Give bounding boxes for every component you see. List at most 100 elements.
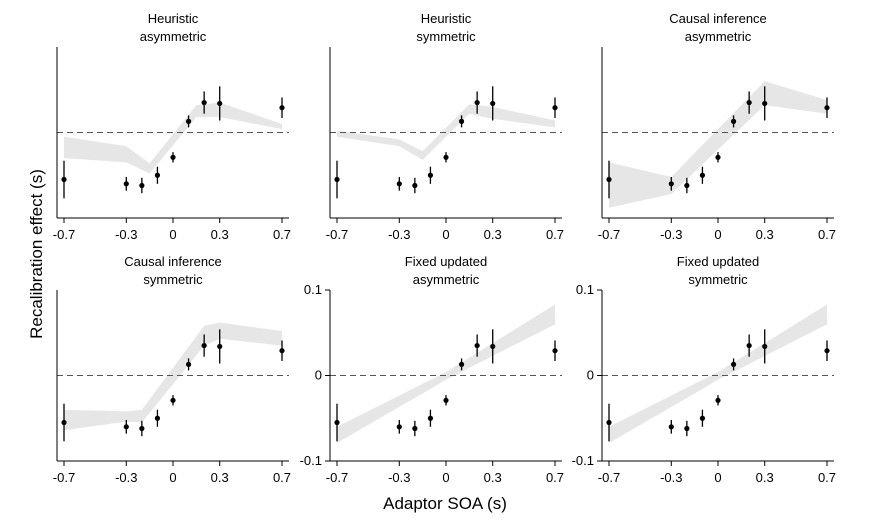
- data-point: [490, 100, 496, 107]
- panel-5: Fixed updated asymmetric -0.7 -0.3 0 0.3 0.7 -0…: [300, 254, 564, 485]
- data-point: [606, 176, 612, 183]
- x-tick-label: 0.3: [484, 470, 502, 485]
- data-point: [668, 181, 674, 187]
- data-point: [746, 342, 752, 349]
- y-tick-label: 0: [587, 368, 594, 383]
- data-point: [412, 425, 418, 432]
- data-point: [458, 361, 465, 367]
- panel-title-line: Fixed updated: [405, 254, 487, 269]
- y-tick-label: -0.1: [300, 453, 322, 468]
- data-point: [684, 425, 690, 432]
- data-point: [154, 172, 161, 178]
- data-point: [715, 154, 721, 160]
- panel-title-line: symmetric: [143, 272, 203, 287]
- model-band: [609, 304, 827, 444]
- x-tick-label: 0: [442, 227, 449, 242]
- data-point: [458, 118, 465, 124]
- data-point: [427, 415, 434, 421]
- data-point: [699, 172, 706, 178]
- panel-1: Heuristic asymmetric -0.7 -0.3 0 0.3 0.7: [53, 11, 291, 242]
- y-tick-label: 0.1: [576, 282, 594, 297]
- data-point: [443, 397, 449, 403]
- y-tick-label: 0: [315, 368, 322, 383]
- panel-4: Causal inference symmetric -0.7 -0.3 0 0.3 0.7: [53, 254, 291, 485]
- x-tick-label: -0.7: [598, 227, 620, 242]
- data-point: [824, 105, 830, 111]
- x-tick-label: -0.7: [598, 470, 620, 485]
- panel-title-line: asymmetric: [685, 29, 752, 44]
- x-tick-label: -0.3: [388, 470, 410, 485]
- data-point: [185, 118, 192, 124]
- x-tick-label: 0.7: [273, 470, 291, 485]
- data-point: [396, 424, 402, 430]
- x-tick-label: 0.7: [818, 227, 836, 242]
- data-point: [746, 99, 752, 106]
- data-point: [412, 182, 418, 189]
- panel-6: Fixed updated symmetric -0.7 -0.3 0 0.3 0.7 -0.…: [572, 254, 836, 485]
- x-tick-label: -0.3: [660, 227, 682, 242]
- panel-title-line: Causal inference: [124, 254, 222, 269]
- panel-title-line: asymmetric: [140, 29, 207, 44]
- panel-title-line: Fixed updated: [677, 254, 759, 269]
- model-band: [337, 304, 555, 444]
- data-point: [139, 182, 145, 189]
- x-tick-label: -0.7: [326, 470, 348, 485]
- x-tick-label: 0.3: [211, 227, 229, 242]
- x-tick-label: 0.3: [756, 470, 774, 485]
- data-point: [715, 397, 721, 403]
- data-point: [730, 118, 737, 124]
- data-point: [170, 397, 176, 403]
- x-tick-label: 0: [442, 470, 449, 485]
- x-tick-label: 0.7: [546, 227, 564, 242]
- data-point: [474, 342, 480, 349]
- y-tick-label: -0.1: [572, 453, 594, 468]
- x-tick-label: 0: [714, 470, 721, 485]
- panel-3: Causal inference asymmetric -0.7 -0.3 0 0.3 0.…: [598, 11, 836, 242]
- x-tick-label: -0.7: [53, 470, 75, 485]
- data-point: [170, 154, 176, 160]
- x-tick-label: -0.7: [326, 227, 348, 242]
- x-tick-label: -0.3: [115, 227, 137, 242]
- x-tick-label: 0: [169, 470, 176, 485]
- data-point: [824, 348, 830, 354]
- data-point: [699, 415, 706, 421]
- model-band: [609, 81, 827, 208]
- x-tick-label: -0.7: [53, 227, 75, 242]
- model-band: [64, 102, 282, 174]
- x-axis-label: Adaptor SOA (s): [383, 494, 507, 513]
- data-point: [668, 424, 674, 430]
- data-point: [490, 343, 496, 350]
- panel-title-line: Heuristic: [421, 11, 472, 26]
- data-point: [334, 419, 340, 426]
- x-tick-label: 0.7: [273, 227, 291, 242]
- data-point: [427, 172, 434, 178]
- data-point: [334, 176, 340, 183]
- x-tick-label: 0.3: [756, 227, 774, 242]
- x-tick-label: 0.3: [484, 227, 502, 242]
- y-tick-label: 0.1: [304, 282, 322, 297]
- x-tick-label: -0.3: [115, 470, 137, 485]
- data-point: [279, 105, 285, 111]
- y-axis-label: Recalibration effect (s): [27, 169, 46, 339]
- x-tick-label: -0.3: [660, 470, 682, 485]
- model-band: [64, 322, 282, 431]
- data-point: [684, 182, 690, 189]
- panel-2: Heuristic symmetric -0.7 -0.3 0 0.3 0.7: [326, 11, 564, 242]
- x-tick-label: 0.3: [211, 470, 229, 485]
- data-point: [217, 343, 223, 350]
- x-tick-label: -0.3: [388, 227, 410, 242]
- data-point: [396, 181, 402, 187]
- data-point: [730, 361, 737, 367]
- data-point: [552, 348, 558, 354]
- panel-title-line: asymmetric: [413, 272, 480, 287]
- data-point: [61, 176, 67, 183]
- data-point: [139, 425, 145, 432]
- panel-title-line: symmetric: [416, 29, 476, 44]
- x-tick-label: 0: [169, 227, 176, 242]
- data-point: [61, 419, 67, 426]
- x-tick-label: 0.7: [546, 470, 564, 485]
- data-point: [474, 99, 480, 106]
- data-point: [217, 100, 223, 107]
